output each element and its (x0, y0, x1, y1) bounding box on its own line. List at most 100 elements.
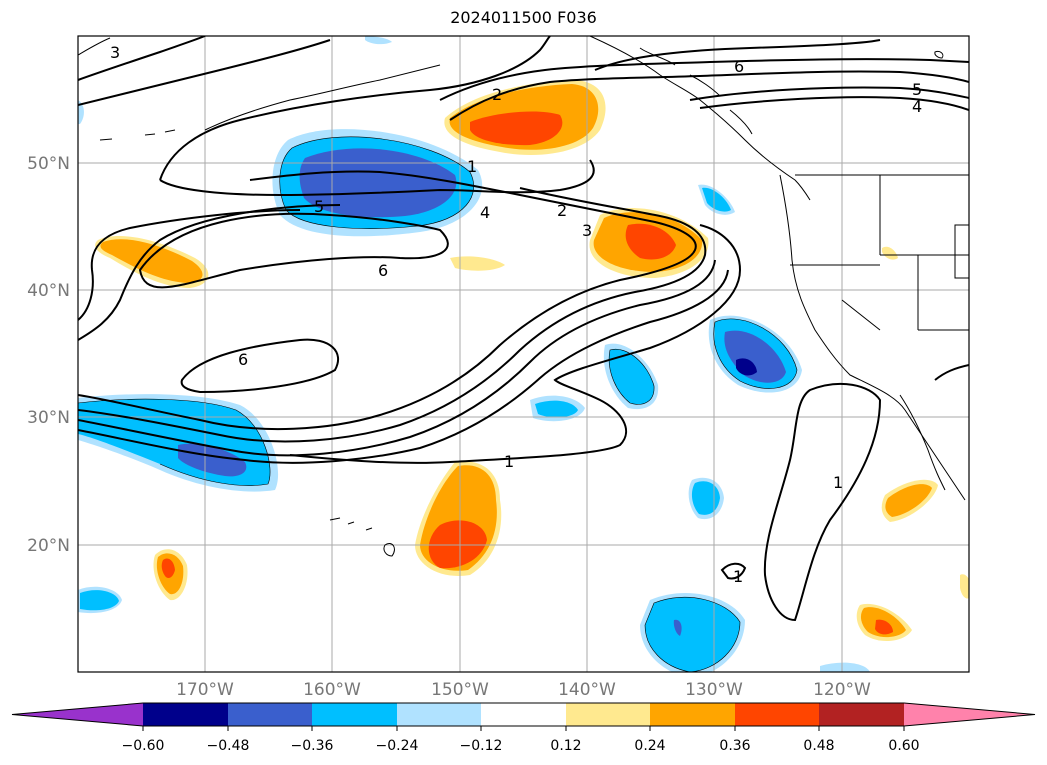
contour-label: 4 (912, 97, 922, 116)
contour-6-main (138, 212, 449, 289)
shade-outlines (78, 136, 798, 672)
contours (78, 36, 969, 622)
contour-sub-1 (720, 562, 747, 580)
shade-khaki (450, 256, 505, 271)
colorbar-tick-label: −0.60 (122, 738, 165, 754)
colorbar-tick-label: 0.24 (634, 738, 665, 754)
contour-upper-2 (449, 70, 969, 121)
contour-label: 6 (734, 57, 744, 76)
contour-label: 5 (314, 197, 324, 216)
contour-label: 2 (492, 85, 502, 104)
contour-label: 2 (557, 201, 567, 220)
contour-1 (289, 224, 742, 464)
contour-label: 1 (733, 567, 743, 586)
lat-axis: 50°N 40°N 30°N 20°N (27, 154, 70, 556)
lon-label: 160°W (303, 680, 361, 700)
contour-label: 4 (480, 203, 490, 222)
alaska-coast (589, 36, 811, 201)
contour-upper-6 (594, 39, 881, 71)
shade-navy (736, 358, 757, 376)
shade-lightsky (820, 662, 870, 672)
shade-lightsky (78, 100, 84, 124)
lat-label: 40°N (27, 281, 70, 301)
colorbar-tick-label: 0.60 (888, 738, 919, 754)
shade-orangered (625, 223, 676, 260)
colorbar-tick-label: 0.48 (803, 738, 834, 754)
shade-khaki (882, 246, 898, 260)
shade-orangered (161, 558, 175, 578)
colorbar-tick-label: 0.36 (719, 738, 750, 754)
lon-label: 170°W (176, 680, 234, 700)
colorbar-extend-low (12, 703, 143, 726)
plot-border (77, 35, 970, 673)
contour-nw-2 (78, 39, 331, 106)
shade-royal (178, 443, 247, 477)
small-island (99, 129, 176, 141)
contour-label: 6 (238, 350, 248, 369)
map-title: 2024011500 F036 (450, 8, 597, 27)
contour-nw (78, 36, 206, 81)
colorbar-bin (397, 703, 481, 726)
west-coast (779, 174, 966, 501)
contour-upper-7 (159, 36, 551, 181)
shade-deepsky (645, 597, 740, 672)
shade-orangered (470, 111, 563, 146)
colorbar-tick-label: −0.48 (207, 738, 250, 754)
lon-label: 140°W (558, 680, 616, 700)
colorbar-bin (566, 703, 650, 726)
baja (899, 394, 946, 491)
kuril-coast (78, 37, 111, 56)
colorbar-tick-label: −0.24 (376, 738, 419, 754)
contour-upper-3 (439, 58, 969, 101)
shade-orange (100, 239, 203, 283)
state-border (879, 175, 969, 331)
contour-5 (78, 170, 697, 431)
contour-label: 1 (833, 473, 843, 492)
shade-orangered (428, 520, 487, 569)
colorbar-bin (735, 703, 819, 726)
lon-label: 150°W (431, 680, 489, 700)
contour-se (934, 364, 969, 381)
colorbar-bin (481, 703, 566, 726)
contour-label: 3 (110, 43, 120, 62)
colorbar-bin (312, 703, 397, 726)
shade-khaki (960, 574, 969, 599)
lat-label: 30°N (27, 408, 70, 428)
contour-upper-4 (699, 96, 969, 111)
colorbar: −0.60 −0.48 −0.36 −0.24 −0.12 0.12 0.24 … (11, 702, 1036, 754)
coastlines (78, 36, 969, 557)
colorbar-tick-label: 0.12 (550, 738, 581, 754)
gridlines (78, 36, 969, 672)
contour-label: 3 (582, 221, 592, 240)
contour-west-1 (78, 204, 341, 341)
contour-6-west (180, 338, 340, 394)
shade-lightsky (365, 36, 392, 45)
colorbar-bin (228, 703, 312, 726)
colorbar-bin (819, 703, 904, 726)
colorbar-tick-label: −0.36 (291, 738, 334, 754)
shade-deepsky (702, 187, 731, 212)
contour-upper-8 (159, 159, 595, 197)
contour-label: 5 (912, 80, 922, 99)
state-border (790, 264, 881, 331)
shade-royal (673, 619, 682, 636)
contour-upper-5 (689, 86, 969, 101)
contour-2 (78, 269, 729, 464)
lon-axis: 170°W 160°W 150°W 140°W 130°W 120°W (176, 680, 871, 700)
lon-label: 120°W (813, 680, 871, 700)
shading-layer (78, 36, 969, 672)
shade-orangered (875, 619, 893, 635)
hawaii (329, 517, 395, 557)
lat-label: 20°N (27, 536, 70, 556)
contour-labels: 3 2 1 5 4 2 3 6 6 6 5 4 1 1 1 (110, 43, 922, 586)
contour-label: 1 (467, 157, 477, 176)
contour-4 (78, 187, 707, 443)
contour-west-2 (78, 209, 301, 321)
shade-orange (885, 484, 932, 517)
colorbar-bin (650, 703, 735, 726)
contour-label: 1 (504, 452, 514, 471)
lat-label: 50°N (27, 154, 70, 174)
lon-label: 130°W (685, 680, 743, 700)
colorbar-bin (143, 703, 228, 726)
